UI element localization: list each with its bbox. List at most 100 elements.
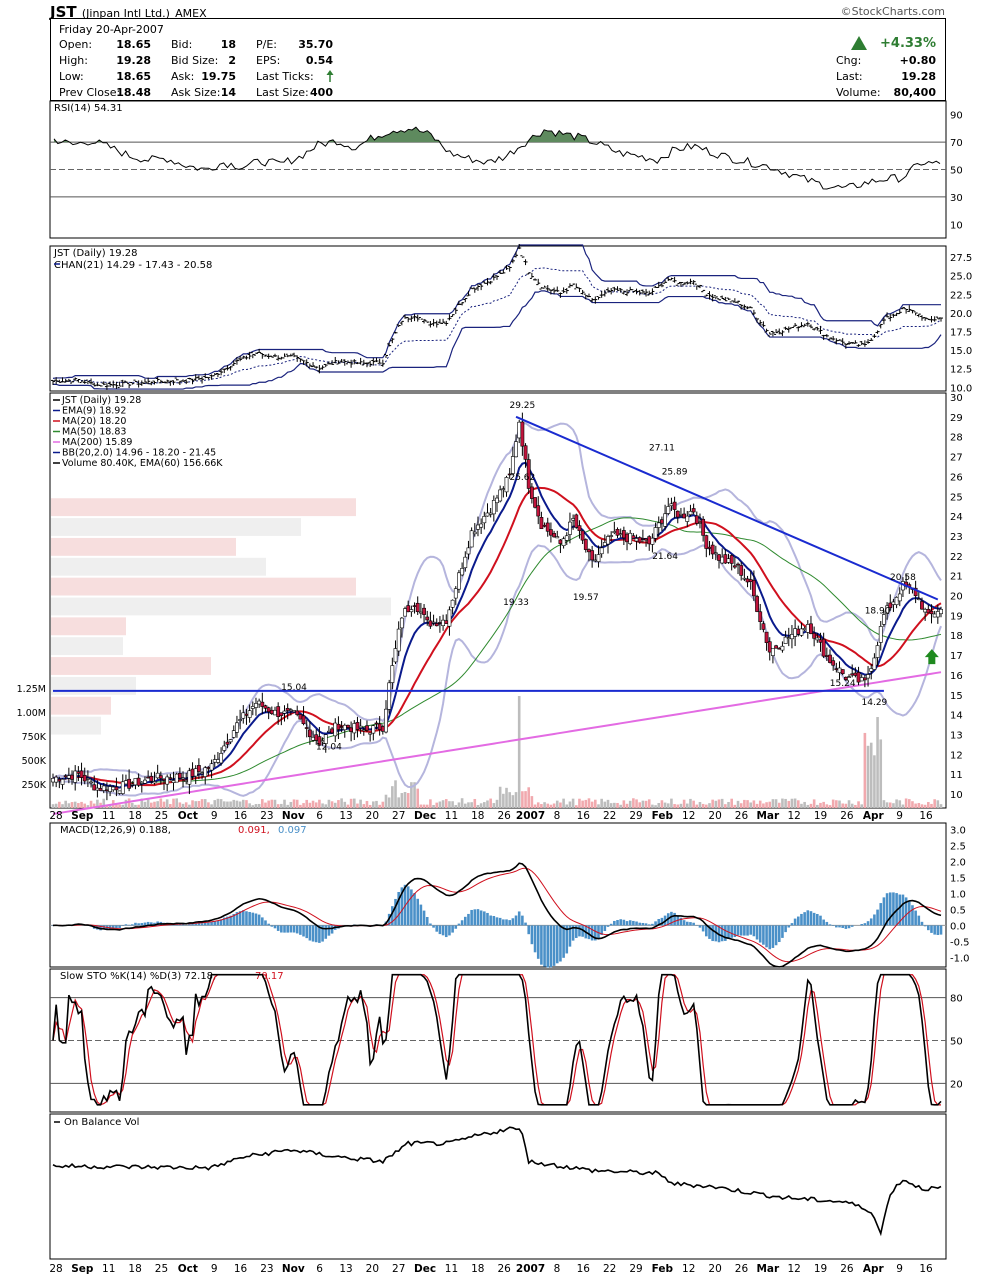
candle-body: [254, 703, 258, 708]
macd-histogram-bar: [914, 910, 917, 926]
candle-body: [127, 778, 132, 789]
macd-legend-hist: 0.097: [278, 825, 307, 836]
candle-body: [549, 529, 553, 536]
candle-body: [853, 672, 858, 676]
volume-bar: [622, 800, 626, 808]
x-axis-top-label: 18: [128, 810, 141, 822]
price-tick-label: 24: [950, 512, 963, 523]
macd-histogram-bar: [762, 925, 765, 945]
macd-histogram-bar: [137, 923, 140, 926]
price-tick-label: 21: [950, 572, 963, 583]
candle-body: [640, 538, 645, 540]
x-axis-bottom-label: 8: [554, 1263, 561, 1275]
candle-body: [621, 530, 626, 539]
pe-label: P/E:: [256, 38, 277, 51]
candle-body: [339, 726, 344, 728]
candle-body: [352, 723, 357, 734]
candle-body: [85, 778, 90, 780]
volume-bar: [460, 798, 464, 808]
volume-bar: [825, 804, 829, 808]
brand-link[interactable]: ©StockCharts.com: [840, 5, 945, 18]
candle-body: [847, 676, 851, 678]
candle-body: [285, 708, 290, 711]
candle-body: [57, 779, 62, 782]
candle-body: [387, 682, 392, 710]
volume-bar: [124, 799, 128, 808]
macd-histogram-bar: [130, 924, 134, 926]
macd-tick-label: 1.5: [950, 873, 966, 884]
volume-bar: [600, 798, 603, 808]
volume-bar: [695, 804, 699, 808]
candle-body: [675, 510, 680, 518]
candle-body: [409, 609, 414, 613]
ask-value: 19.75: [201, 70, 236, 83]
volume-bar: [892, 803, 895, 808]
volume-bar: [248, 803, 251, 808]
macd-histogram-bar: [254, 913, 258, 926]
macd-histogram-bar: [188, 923, 191, 926]
candle-body: [742, 577, 747, 580]
volume-bar: [603, 801, 607, 808]
macd-histogram-bar: [657, 918, 661, 926]
volume-bar: [108, 804, 112, 808]
volume-bar: [907, 799, 911, 808]
volume-bar: [451, 801, 454, 808]
volume-bar: [746, 800, 749, 808]
macd-histogram-bar: [901, 894, 905, 926]
candle-body: [162, 778, 166, 781]
volume-bar: [873, 755, 876, 808]
chg-value: +0.80: [899, 54, 936, 67]
volume-bar: [765, 802, 768, 808]
macd-histogram-bar: [222, 917, 226, 926]
last-size-label: Last Size:: [256, 86, 309, 99]
volume-bar: [467, 802, 470, 808]
macd-histogram-bar: [514, 915, 518, 926]
volume-bar: [181, 803, 185, 808]
volume-bar: [422, 804, 426, 808]
volume-bar: [628, 800, 632, 808]
volume-bar: [410, 782, 413, 808]
macd-histogram-bar: [308, 925, 312, 941]
macd-histogram-bar: [863, 923, 867, 926]
candle-body: [196, 765, 201, 772]
macd-histogram-bar: [248, 911, 251, 926]
macd-histogram-bar: [463, 916, 467, 926]
candle-body: [92, 784, 97, 791]
volume-bar: [758, 800, 762, 808]
price-legend-item: MA(200) 15.89: [62, 437, 132, 448]
candle-body: [488, 512, 493, 515]
macd-histogram-bar: [486, 912, 489, 926]
candle-body: [460, 568, 465, 576]
volume-bar: [58, 801, 61, 808]
volume-bar: [280, 803, 283, 808]
candle-body: [840, 669, 845, 675]
candle-body: [203, 767, 208, 777]
candle-body: [698, 522, 702, 524]
x-axis-top-label: 28: [49, 810, 62, 822]
macd-histogram-bar: [210, 921, 213, 926]
channel-tick-label: 17.5: [950, 328, 972, 339]
candle-body: [593, 559, 598, 562]
candle-body: [485, 512, 490, 517]
x-axis-bottom-label: Feb: [652, 1263, 674, 1275]
price-tick-label: 17: [950, 651, 963, 662]
candle-body: [165, 776, 170, 785]
volume-bar: [210, 804, 213, 808]
volume-bar: [879, 739, 883, 808]
last-label: Last:: [836, 70, 863, 83]
symbol-title: JST (Jinpan Intl Ltd.) AMEX: [50, 3, 207, 21]
volume-bar: [876, 717, 879, 808]
volume-bar: [150, 802, 153, 808]
macd-histogram-bar: [435, 925, 439, 932]
candle-body: [101, 785, 106, 791]
macd-histogram-bar: [213, 920, 217, 926]
price-legend-item: MA(50) 18.83: [62, 427, 126, 438]
volume-bar: [438, 801, 442, 808]
candle-body: [920, 601, 924, 610]
candle-body: [609, 535, 614, 537]
volume-bar: [391, 786, 394, 808]
macd-histogram-bar: [755, 925, 759, 940]
volume-bar: [406, 793, 410, 808]
macd-histogram-bar: [907, 900, 911, 926]
